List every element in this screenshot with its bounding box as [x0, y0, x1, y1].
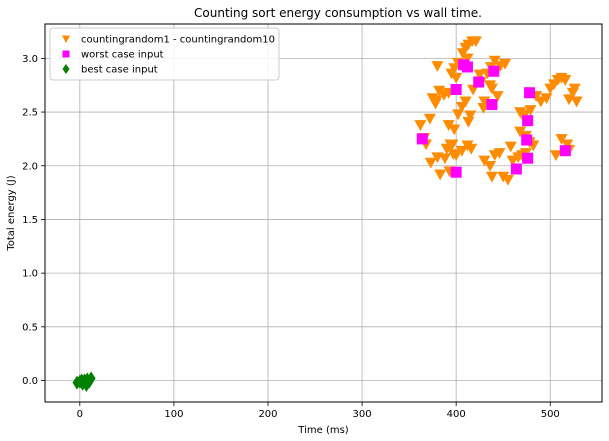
legend-entry: best case input [62, 64, 158, 76]
data-point [493, 148, 506, 159]
data-point [465, 143, 478, 155]
data-point [446, 139, 459, 151]
y-axis-label: Total energy (J) [6, 175, 17, 251]
data-point [447, 149, 460, 160]
data-point [461, 61, 473, 73]
data-point [450, 72, 463, 84]
x-tick-label: 200 [258, 409, 277, 420]
data-point [540, 93, 553, 105]
data-point [510, 163, 522, 175]
data-point [414, 120, 427, 131]
data-point [518, 109, 531, 121]
data-point [524, 87, 536, 99]
x-tick-label: 300 [353, 409, 372, 420]
y-tick-label: 2.5 [22, 108, 38, 119]
data-point [570, 96, 583, 108]
data-point [461, 53, 474, 65]
data-point [450, 84, 462, 96]
data-point [524, 105, 537, 116]
legend: countingrandom1 - countingrandom10 worst … [49, 27, 280, 81]
data-point [484, 160, 497, 172]
series-1-points [416, 59, 571, 178]
data-point [438, 153, 451, 165]
data-point [485, 171, 498, 183]
data-point [486, 99, 498, 111]
data-point [434, 169, 447, 181]
data-point [555, 134, 568, 145]
x-axis-ticks: 0 100 200 300 400 500 [77, 402, 560, 420]
x-tick-label: 100 [164, 409, 183, 420]
data-point [488, 65, 500, 77]
data-point [559, 145, 571, 157]
legend-label: worst case input [81, 50, 164, 61]
data-point [455, 145, 468, 157]
y-tick-label: 0.5 [22, 322, 38, 333]
x-tick-label: 400 [447, 409, 466, 420]
data-point [499, 58, 512, 70]
chart-title: Counting sort energy consumption vs wall… [194, 6, 482, 20]
data-point [522, 152, 534, 164]
data-point [522, 115, 534, 127]
legend-marker [62, 50, 70, 58]
x-tick-label: 0 [77, 409, 83, 420]
data-point [504, 141, 517, 153]
data-point [80, 375, 90, 390]
legend-label: best case input [81, 65, 158, 76]
y-tick-label: 3.0 [22, 54, 38, 65]
data-points [72, 36, 583, 392]
y-tick-label: 2.0 [22, 161, 38, 172]
y-tick-label: 0.0 [22, 376, 38, 387]
y-axis-ticks: 0.0 0.5 1.0 1.5 2.0 2.5 3.0 [22, 54, 45, 387]
data-point [473, 69, 486, 81]
data-point [459, 96, 472, 108]
data-point [431, 61, 444, 72]
data-point [423, 113, 436, 125]
data-point [448, 124, 461, 136]
data-point [452, 109, 465, 121]
legend-entry: worst case input [62, 50, 164, 61]
y-tick-label: 1.5 [22, 215, 38, 226]
data-point [430, 95, 443, 107]
data-point [462, 116, 475, 128]
y-tick-label: 1.0 [22, 269, 38, 280]
data-point [469, 36, 482, 48]
data-point [450, 166, 462, 178]
data-point [424, 157, 437, 169]
legend-entry: countingrandom1 - countingrandom10 [62, 35, 275, 46]
data-point [473, 76, 485, 88]
data-point [464, 110, 477, 122]
series-0-points [414, 36, 583, 186]
grid-lines [45, 24, 602, 402]
legend-marker [62, 35, 70, 43]
series-2-points [72, 371, 96, 392]
data-point [501, 174, 514, 186]
data-point [514, 126, 527, 138]
plot-frame [44, 23, 603, 403]
data-point [568, 83, 581, 95]
data-point [416, 133, 428, 145]
data-point [521, 134, 533, 146]
data-point [442, 120, 455, 131]
legend-marker [62, 64, 70, 74]
x-tick-label: 500 [541, 409, 560, 420]
legend-box [49, 27, 280, 81]
data-point [484, 80, 497, 92]
legend-label: countingrandom1 - countingrandom10 [81, 35, 275, 46]
data-point [559, 75, 572, 86]
data-point [491, 91, 504, 102]
x-axis-label: Time (ms) [297, 425, 349, 436]
data-point [549, 150, 562, 162]
